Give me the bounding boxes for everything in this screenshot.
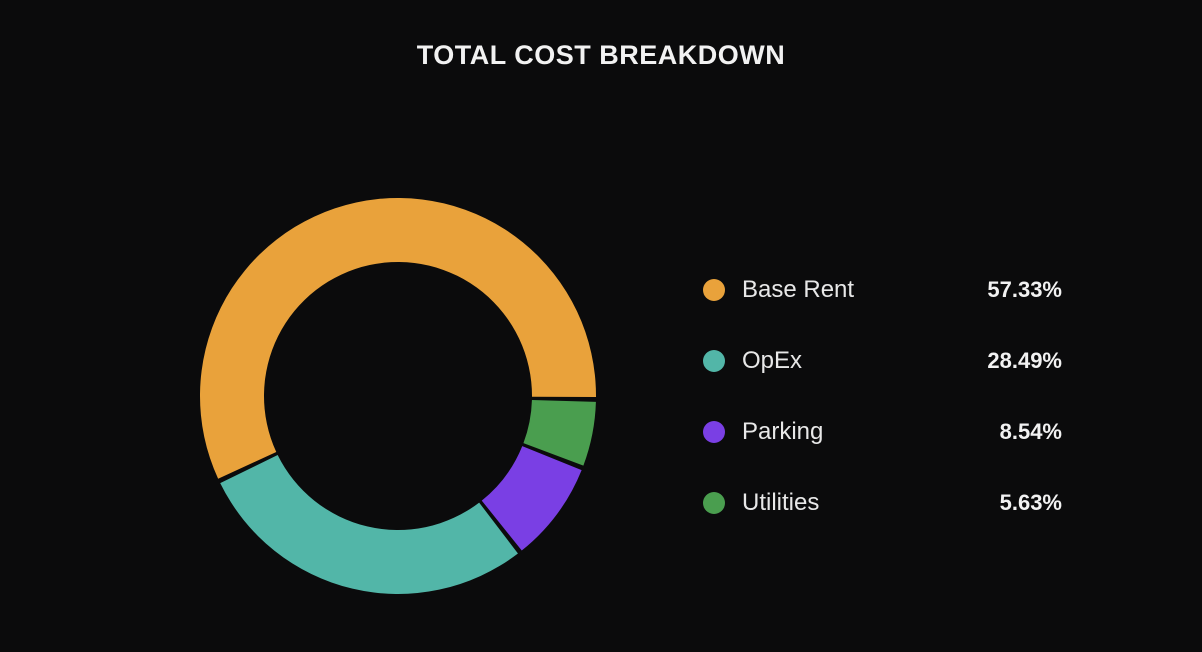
legend-label: Parking [742, 418, 824, 445]
donut-slice-opex [220, 454, 518, 594]
donut-slice-base-rent [200, 198, 596, 479]
legend-label: Base Rent [742, 276, 855, 303]
donut-slice-parking [481, 446, 582, 551]
chart-title: TOTAL COST BREAKDOWN [416, 40, 786, 70]
legend-swatch [703, 421, 725, 443]
legend-swatch [703, 492, 725, 514]
legend-label: OpEx [742, 347, 803, 374]
legend-item-opex: OpEx 28.49% [700, 343, 1062, 379]
legend-label: Utilities [742, 489, 820, 516]
legend-value: 28.49% [987, 348, 1062, 373]
legend-swatch [703, 279, 725, 301]
legend-swatch [703, 350, 725, 372]
legend-item-utilities: Utilities 5.63% [700, 485, 1062, 521]
legend-item-parking: Parking 8.54% [700, 414, 1062, 450]
legend-value: 57.33% [987, 277, 1062, 302]
chart-legend: Base Rent 57.33% OpEx 28.49% Parking 8.5… [700, 272, 1062, 556]
legend-item-base-rent: Base Rent 57.33% [700, 272, 1062, 308]
donut-slices [200, 198, 596, 594]
legend-value: 8.54% [999, 419, 1062, 444]
legend-value: 5.63% [999, 490, 1062, 515]
donut-chart [200, 198, 596, 594]
donut-slice-utilities [523, 399, 596, 466]
